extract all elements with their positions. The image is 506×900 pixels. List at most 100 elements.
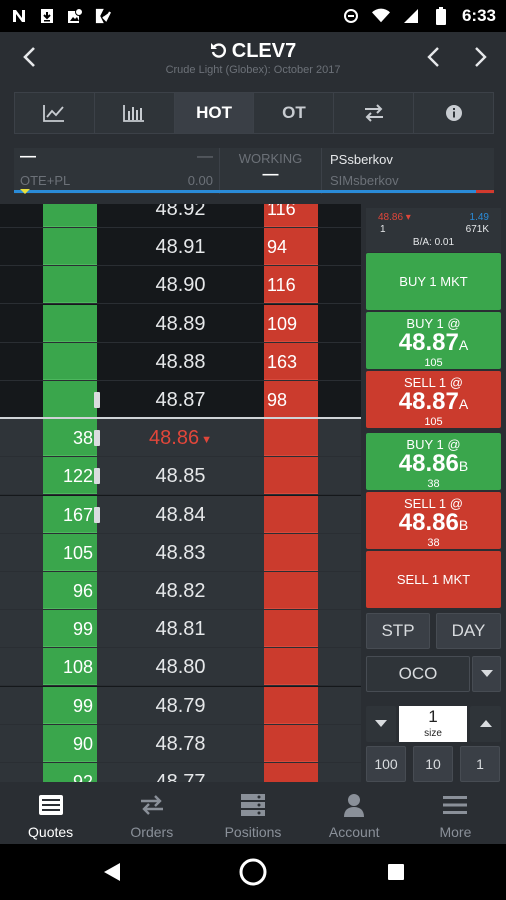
ladder-row[interactable]: 122 48.85 <box>0 457 361 496</box>
ladder-sell-order-cell[interactable] <box>318 204 361 227</box>
ladder-ask-size[interactable] <box>264 533 318 571</box>
ladder-buy-order-cell[interactable] <box>0 534 43 571</box>
nav-positions[interactable]: Positions <box>202 782 303 844</box>
system-home-button[interactable] <box>235 854 271 890</box>
ladder-buy-order-cell[interactable] <box>0 381 43 418</box>
ladder-buy-order-cell[interactable] <box>0 725 43 762</box>
ladder-row[interactable]: 48.91 94 <box>0 228 361 267</box>
tab-hot[interactable]: HOT <box>174 93 255 133</box>
ladder-bid-size[interactable] <box>43 228 97 266</box>
ladder-ask-size[interactable] <box>264 686 318 724</box>
ladder-sell-order-cell[interactable] <box>318 419 361 456</box>
ladder-ask-size[interactable] <box>264 495 318 533</box>
ladder-bid-size[interactable]: 96 <box>43 572 97 609</box>
ladder-row[interactable]: 90 48.78 <box>0 724 361 763</box>
ladder-bid-size[interactable]: 105 <box>43 533 97 571</box>
ladder-sell-order-cell[interactable] <box>318 572 361 609</box>
ladder-ask-size[interactable] <box>264 610 318 648</box>
ladder-row[interactable]: 48.88 163 <box>0 342 361 381</box>
ladder-row[interactable]: 48.89 109 <box>0 304 361 343</box>
ladder-ask-size[interactable] <box>264 648 318 686</box>
ladder-row[interactable]: 99 48.81 <box>0 610 361 649</box>
nav-orders[interactable]: Orders <box>101 782 202 844</box>
ladder-buy-order-cell[interactable] <box>0 266 43 303</box>
ladder-buy-order-cell[interactable] <box>0 305 43 342</box>
stop-order-button[interactable]: STP <box>366 613 430 649</box>
previous-contract-button[interactable] <box>418 42 448 72</box>
ladder-ask-size[interactable] <box>264 724 318 762</box>
nav-quotes[interactable]: Quotes <box>0 782 101 844</box>
ladder-buy-order-cell[interactable] <box>0 687 43 724</box>
ladder-ask-size[interactable] <box>264 763 318 782</box>
ladder-row[interactable]: 92 48.77 <box>0 763 361 782</box>
ladder-row[interactable]: 48.92 116 <box>0 204 361 228</box>
ladder-bid-size[interactable]: 90 <box>43 724 97 762</box>
ladder-bid-size[interactable]: 167 <box>43 495 97 533</box>
account-info[interactable]: — — OTE+PL 0.00 WORKING — PSsberkov SIMs… <box>14 148 494 194</box>
quantity-input[interactable]: 1 size <box>399 706 467 742</box>
oco-dropdown-button[interactable] <box>472 656 501 692</box>
ladder-ask-size[interactable] <box>264 419 318 457</box>
quantity-decrease-button[interactable] <box>366 706 396 742</box>
preset-qty-10-button[interactable]: 10 <box>413 746 453 782</box>
ladder-buy-order-cell[interactable] <box>0 610 43 647</box>
ladder-sell-order-cell[interactable] <box>318 343 361 380</box>
contract-title[interactable]: CLEV7 <box>0 40 506 65</box>
day-duration-button[interactable]: DAY <box>436 613 501 649</box>
ladder-row[interactable]: 48.87 98 <box>0 381 361 419</box>
sell-market-button[interactable]: SELL 1 MKT <box>366 551 501 608</box>
ladder-ask-size[interactable]: 116 <box>264 266 318 304</box>
ladder-ask-size[interactable]: 98 <box>264 381 318 418</box>
ladder-sell-order-cell[interactable] <box>318 725 361 762</box>
buy-at-bid-button[interactable]: BUY 1 @ 48.86B 38 <box>366 433 501 490</box>
ladder-ask-size[interactable]: 163 <box>264 342 318 380</box>
tab-bar-chart[interactable] <box>95 93 175 133</box>
ladder-ask-size[interactable] <box>264 572 318 609</box>
ladder-row[interactable]: 108 48.80 <box>0 648 361 687</box>
ladder-ask-size[interactable]: 116 <box>264 204 318 227</box>
next-contract-button[interactable] <box>466 42 496 72</box>
quantity-increase-button[interactable] <box>470 706 501 742</box>
ladder-bid-size[interactable] <box>43 304 97 342</box>
oco-select[interactable]: OCO <box>366 656 470 692</box>
ladder-sell-order-cell[interactable] <box>318 534 361 571</box>
system-back-button[interactable] <box>94 854 130 890</box>
ladder-sell-order-cell[interactable] <box>318 648 361 685</box>
ladder-row[interactable]: 48.90 116 <box>0 266 361 305</box>
ladder-sell-order-cell[interactable] <box>318 496 361 533</box>
sell-at-bid-button[interactable]: SELL 1 @ 48.86B 38 <box>366 492 501 549</box>
tab-swap[interactable] <box>334 93 415 133</box>
preset-qty-1-button[interactable]: 1 <box>460 746 500 782</box>
ladder-buy-order-cell[interactable] <box>0 572 43 609</box>
nav-account[interactable]: Account <box>304 782 405 844</box>
tab-line-chart[interactable] <box>15 93 95 133</box>
tab-ot[interactable]: OT <box>254 93 335 133</box>
ladder-buy-order-cell[interactable] <box>0 648 43 685</box>
ladder-row[interactable]: 38 48.86 ▼ <box>0 419 361 458</box>
system-recents-button[interactable] <box>378 854 414 890</box>
nav-more[interactable]: More <box>405 782 506 844</box>
sell-at-ask-button[interactable]: SELL 1 @ 48.87A 105 <box>366 371 501 428</box>
ladder-sell-order-cell[interactable] <box>318 687 361 724</box>
ladder-ask-size[interactable]: 94 <box>264 228 318 266</box>
ladder-bid-size[interactable] <box>43 204 97 227</box>
preset-qty-100-button[interactable]: 100 <box>366 746 406 782</box>
buy-market-button[interactable]: BUY 1 MKT <box>366 253 501 310</box>
ladder-sell-order-cell[interactable] <box>318 763 361 782</box>
ladder-bid-size[interactable]: 122 <box>43 457 97 495</box>
ladder-row[interactable]: 96 48.82 <box>0 572 361 610</box>
ladder-row[interactable]: 105 48.83 <box>0 533 361 572</box>
back-button[interactable] <box>14 42 44 72</box>
ladder-buy-order-cell[interactable] <box>0 763 43 782</box>
ladder-bid-size[interactable]: 99 <box>43 686 97 724</box>
ladder-sell-order-cell[interactable] <box>318 457 361 494</box>
tab-info[interactable] <box>414 93 493 133</box>
ladder-buy-order-cell[interactable] <box>0 343 43 380</box>
ladder-bid-size[interactable]: 38 <box>43 419 97 457</box>
buy-at-ask-button[interactable]: BUY 1 @ 48.87A 105 <box>366 312 501 369</box>
ladder-sell-order-cell[interactable] <box>318 610 361 647</box>
ladder-buy-order-cell[interactable] <box>0 228 43 265</box>
ladder-bid-size[interactable] <box>43 381 97 418</box>
ladder-bid-size[interactable] <box>43 342 97 380</box>
ladder-buy-order-cell[interactable] <box>0 204 43 227</box>
